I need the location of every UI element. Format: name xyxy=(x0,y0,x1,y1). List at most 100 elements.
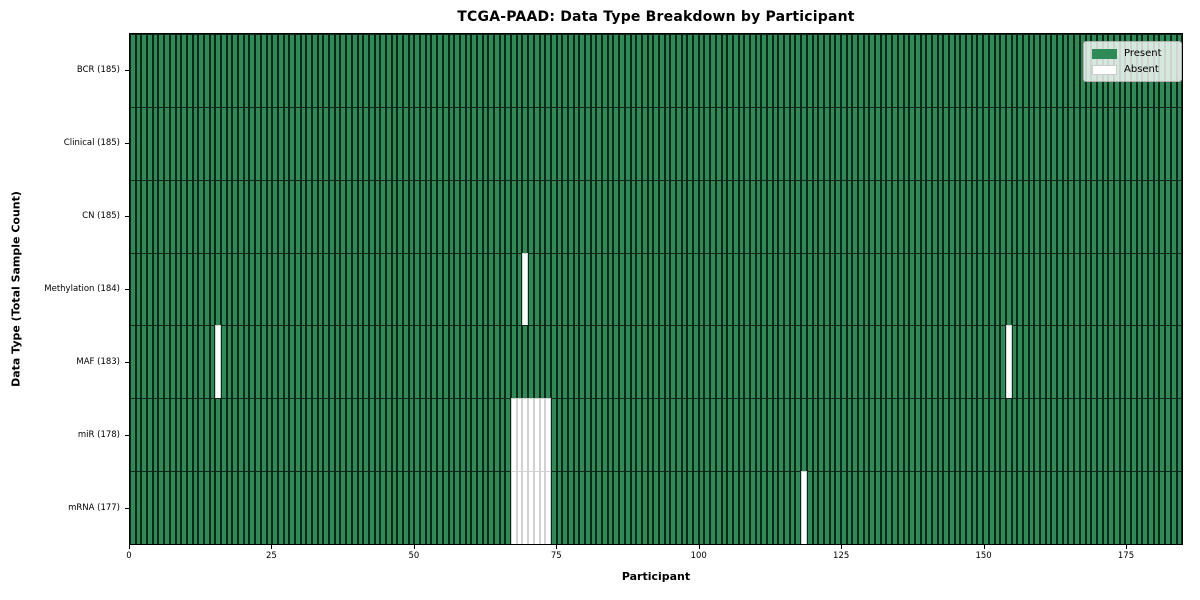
grid-cell xyxy=(243,252,250,326)
grid-cell xyxy=(852,179,858,253)
grid-cell xyxy=(442,325,449,399)
y-tick-mark xyxy=(125,435,129,437)
grid-cell xyxy=(778,325,785,399)
grid-cell xyxy=(954,471,961,545)
grid-cell xyxy=(880,398,887,472)
grid-cell xyxy=(619,106,625,180)
grid-cell xyxy=(232,252,239,326)
grid-cell xyxy=(437,325,443,399)
grid-cell xyxy=(784,252,790,326)
grid-cell xyxy=(323,398,330,472)
grid-cell xyxy=(1040,398,1046,472)
grid-cell xyxy=(1091,179,1097,253)
grid-cell xyxy=(255,106,261,180)
grid-cell xyxy=(186,34,193,107)
grid-cell xyxy=(363,106,369,180)
grid-cell xyxy=(897,179,904,253)
y-tick-mark xyxy=(125,508,129,510)
grid-cell xyxy=(670,398,676,472)
grid-cell xyxy=(277,106,284,180)
grid-cell xyxy=(931,34,938,107)
grid-cell xyxy=(1125,325,1131,399)
grid-cell xyxy=(243,179,250,253)
grid-cell xyxy=(130,34,136,107)
grid-cell xyxy=(858,325,864,399)
grid-cell xyxy=(715,325,722,399)
grid-cell xyxy=(1062,179,1069,253)
grid-cell xyxy=(1017,471,1023,545)
grid-cell xyxy=(181,398,187,472)
grid-cell xyxy=(755,34,762,107)
grid-cell xyxy=(556,252,563,326)
grid-cell xyxy=(869,252,876,326)
grid-cell xyxy=(1074,398,1080,472)
grid-cell xyxy=(323,471,330,545)
grid-cell xyxy=(346,106,352,180)
grid-cell xyxy=(141,179,148,253)
grid-cell xyxy=(823,471,830,545)
grid-cell xyxy=(567,34,574,107)
grid-cell xyxy=(1108,106,1114,180)
grid-cell xyxy=(505,325,512,399)
grid-cell xyxy=(971,471,978,545)
grid-cell xyxy=(471,34,477,107)
grid-cell xyxy=(949,471,955,545)
grid-cell xyxy=(1131,106,1137,180)
grid-cell xyxy=(573,252,580,326)
grid-cell xyxy=(533,398,540,472)
grid-cell xyxy=(545,471,551,545)
grid-cell xyxy=(442,398,449,472)
grid-cell xyxy=(983,325,989,399)
grid-cell xyxy=(260,471,267,545)
grid-cell xyxy=(403,252,409,326)
grid-cell xyxy=(198,252,204,326)
grid-cell xyxy=(607,34,614,107)
grid-cell xyxy=(260,179,267,253)
grid-cell xyxy=(676,471,682,545)
grid-cell xyxy=(1131,252,1137,326)
grid-cell xyxy=(641,252,648,326)
grid-cell xyxy=(647,325,654,399)
grid-cell xyxy=(636,252,642,326)
grid-cell xyxy=(971,106,978,180)
grid-cell xyxy=(385,471,392,545)
grid-cell xyxy=(186,398,193,472)
grid-cell xyxy=(1142,471,1149,545)
grid-cell xyxy=(221,179,227,253)
grid-cell xyxy=(499,325,506,399)
grid-cell xyxy=(374,34,381,107)
grid-cell xyxy=(943,471,949,545)
grid-cell xyxy=(1119,179,1126,253)
grid-cell xyxy=(158,398,165,472)
grid-cell xyxy=(505,398,512,472)
grid-cell xyxy=(448,398,455,472)
grid-cell xyxy=(738,179,745,253)
grid-cell xyxy=(482,34,489,107)
grid-cell xyxy=(914,106,921,180)
grid-cell xyxy=(1148,398,1154,472)
grid-cell xyxy=(761,179,767,253)
grid-cell xyxy=(482,471,489,545)
grid-cell xyxy=(1108,179,1114,253)
grid-cell xyxy=(1085,106,1092,180)
grid-cell xyxy=(1091,398,1097,472)
grid-cell xyxy=(664,252,671,326)
grid-cell xyxy=(1051,179,1058,253)
grid-cell xyxy=(306,471,312,545)
grid-cell xyxy=(949,179,955,253)
grid-cell xyxy=(391,325,398,399)
grid-cell xyxy=(835,106,841,180)
grid-cell xyxy=(169,325,176,399)
grid-cell xyxy=(732,398,739,472)
grid-cell xyxy=(852,471,858,545)
grid-cell xyxy=(232,398,239,472)
grid-cell xyxy=(966,106,972,180)
grid-cell xyxy=(437,471,443,545)
grid-cell xyxy=(516,252,523,326)
grid-cell xyxy=(1165,325,1171,399)
grid-cell xyxy=(909,252,915,326)
grid-cell xyxy=(926,325,932,399)
grid-cell xyxy=(738,106,745,180)
grid-cell xyxy=(1057,106,1063,180)
grid-cell xyxy=(511,252,517,326)
